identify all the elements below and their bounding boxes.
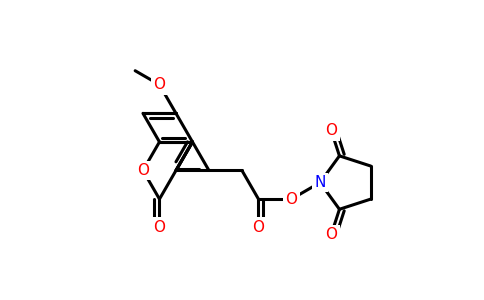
Text: O: O xyxy=(325,123,337,138)
Text: N: N xyxy=(314,175,326,190)
Text: O: O xyxy=(253,220,264,235)
Text: O: O xyxy=(325,227,337,242)
Text: O: O xyxy=(286,192,298,207)
Text: O: O xyxy=(153,220,166,235)
Text: O: O xyxy=(153,77,166,92)
Text: O: O xyxy=(137,163,149,178)
